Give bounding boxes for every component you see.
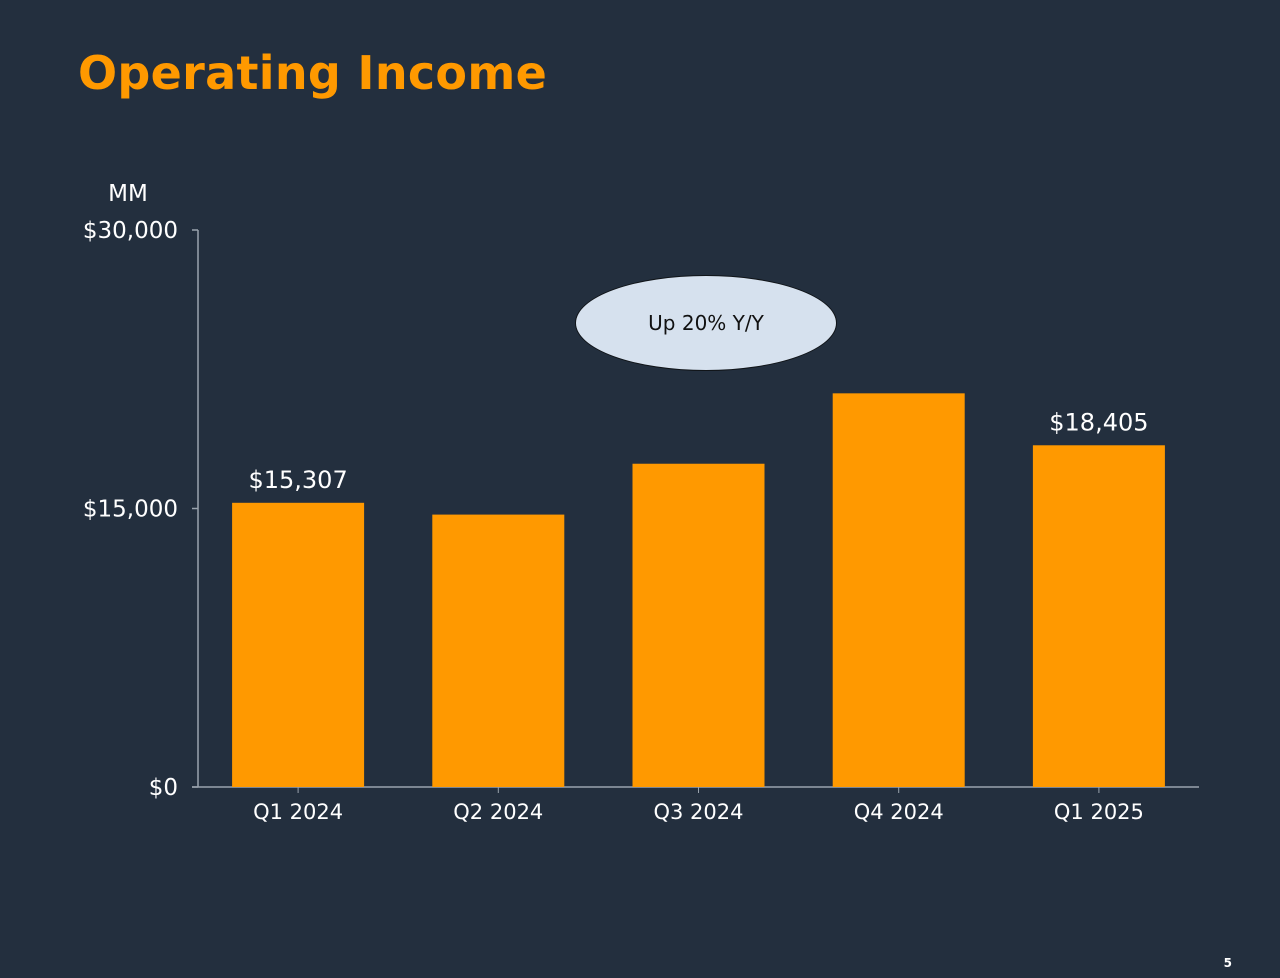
- y-axis-unit-label: MM: [108, 181, 148, 207]
- bar: [1032, 445, 1165, 787]
- y-tick-label: $30,000: [83, 218, 178, 244]
- bar-data-label: $18,405: [1049, 408, 1148, 436]
- yoy-callout: Up 20% Y/Y: [575, 275, 837, 371]
- bar: [232, 502, 365, 787]
- bar-data-label: $15,307: [248, 466, 347, 494]
- page-number: 5: [1223, 956, 1232, 970]
- x-tick-label: Q4 2024: [854, 800, 944, 824]
- y-tick-label: $15,000: [83, 497, 178, 523]
- x-tick-label: Q2 2024: [453, 800, 543, 824]
- bar: [832, 393, 965, 787]
- x-tick-label: Q3 2024: [653, 800, 743, 824]
- callout-text: Up 20% Y/Y: [648, 311, 764, 335]
- y-tick-label: $0: [149, 775, 178, 801]
- bar: [632, 463, 765, 787]
- x-tick-label: Q1 2024: [253, 800, 343, 824]
- bar: [432, 514, 565, 787]
- slide-title: Operating Income: [78, 46, 548, 100]
- x-tick-label: Q1 2025: [1054, 800, 1144, 824]
